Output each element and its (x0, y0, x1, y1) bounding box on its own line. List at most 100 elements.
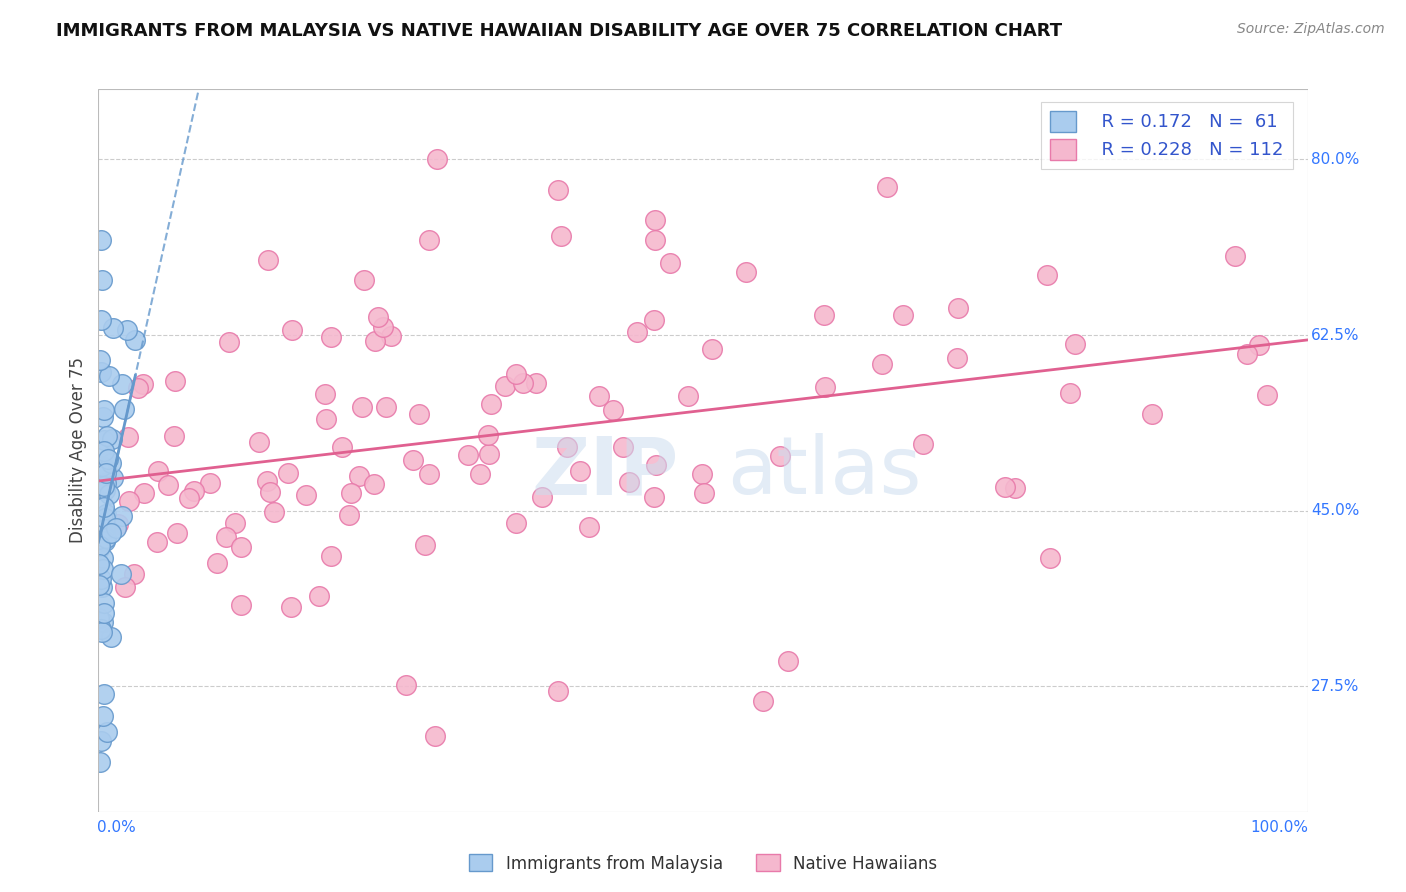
Point (295, 488, 318, 502)
Point (91, 273, 114, 287)
Point (626, 325, 648, 339)
Point (90, 734, 112, 748)
Point (319, 549, 342, 563)
Point (90, 478, 112, 492)
Point (330, 440, 353, 454)
Point (612, 440, 634, 454)
Point (127, 381, 149, 395)
Point (122, 566, 145, 581)
Point (124, 333, 146, 347)
Point (643, 490, 665, 504)
Point (418, 467, 440, 481)
Point (690, 467, 713, 482)
Point (134, 486, 156, 500)
Point (1004, 481, 1026, 495)
Point (367, 310, 389, 325)
Point (94, 461, 117, 475)
Point (101, 321, 124, 335)
Point (946, 301, 969, 315)
Point (118, 494, 141, 508)
Point (1036, 268, 1059, 282)
Point (371, 320, 394, 334)
Point (401, 452, 423, 467)
Point (111, 509, 134, 524)
Point (478, 447, 501, 461)
Point (101, 432, 124, 446)
Point (90, 458, 112, 473)
Point (198, 476, 221, 491)
Point (1039, 550, 1062, 565)
Point (90, 233, 112, 247)
Point (256, 252, 278, 267)
Point (602, 402, 624, 417)
Point (163, 429, 186, 443)
Point (946, 351, 969, 365)
Point (166, 525, 188, 540)
Point (91, 409, 114, 424)
Point (229, 599, 252, 613)
Point (659, 256, 682, 270)
Point (114, 581, 136, 595)
Point (340, 486, 363, 500)
Point (813, 308, 835, 322)
Point (89, 353, 111, 368)
Point (364, 334, 387, 348)
Point (876, 180, 898, 194)
Point (146, 535, 169, 549)
Point (1236, 347, 1258, 361)
Point (413, 538, 436, 552)
Point (93, 403, 115, 417)
Point (91, 615, 114, 629)
Point (870, 357, 893, 371)
Text: Source: ZipAtlas.com: Source: ZipAtlas.com (1237, 22, 1385, 37)
Point (468, 467, 491, 482)
Point (349, 468, 371, 483)
Point (457, 448, 479, 462)
Point (530, 490, 553, 504)
Point (1142, 408, 1164, 422)
Point (89, 540, 111, 554)
Point (93, 500, 115, 514)
Point (90, 572, 112, 586)
Point (426, 153, 449, 167)
Point (256, 475, 278, 489)
Point (645, 458, 668, 472)
Text: 45.0%: 45.0% (1312, 503, 1360, 518)
Point (259, 485, 281, 500)
Point (619, 475, 641, 489)
Point (1249, 338, 1271, 352)
Point (477, 428, 499, 442)
Point (165, 374, 187, 388)
Point (107, 517, 129, 532)
Point (117, 323, 139, 337)
Point (505, 368, 527, 382)
Point (494, 378, 516, 392)
Point (769, 449, 792, 463)
Point (644, 212, 666, 227)
Point (93, 483, 115, 498)
Point (547, 684, 569, 698)
Point (752, 694, 775, 708)
Point (93, 511, 115, 525)
Point (676, 389, 699, 403)
Point (735, 265, 758, 279)
Point (557, 440, 579, 454)
Point (87, 557, 110, 571)
Point (90, 365, 112, 379)
Point (93, 687, 115, 701)
Point (215, 530, 238, 544)
Point (183, 484, 205, 499)
Text: 27.5%: 27.5% (1312, 679, 1360, 694)
Point (1059, 385, 1081, 400)
Point (157, 477, 180, 491)
Point (352, 401, 374, 415)
Point (89, 577, 111, 591)
Point (146, 464, 169, 478)
Point (814, 380, 837, 394)
Text: IMMIGRANTS FROM MALAYSIA VS NATIVE HAWAIIAN DISABILITY AGE OVER 75 CORRELATION C: IMMIGRANTS FROM MALAYSIA VS NATIVE HAWAI… (56, 22, 1063, 40)
Point (89, 578, 111, 592)
Point (308, 590, 330, 604)
Point (280, 599, 302, 614)
Point (1064, 337, 1087, 351)
Point (1256, 388, 1278, 402)
